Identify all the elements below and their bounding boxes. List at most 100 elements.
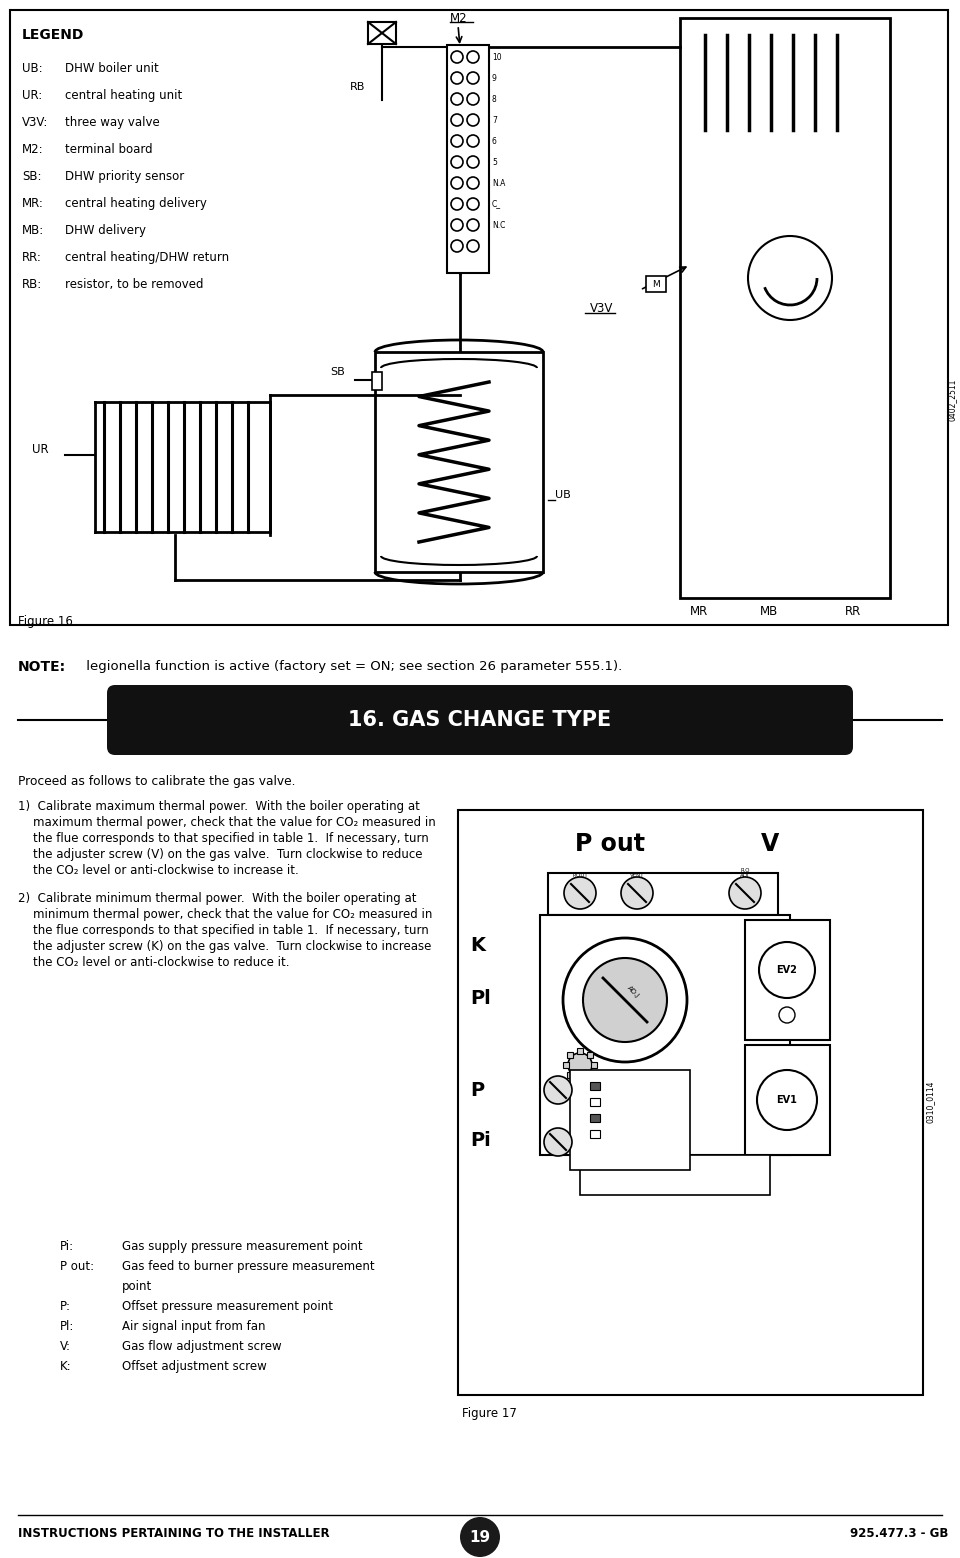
Text: N.C: N.C (492, 221, 505, 229)
Text: MB: MB (760, 605, 779, 619)
Text: Pl:: Pl: (60, 1320, 74, 1334)
Bar (587, 1052, 593, 1058)
Text: point: point (122, 1281, 153, 1293)
Text: 2)  Calibrate minimum thermal power.  With the boiler operating at: 2) Calibrate minimum thermal power. With… (18, 893, 417, 905)
Text: M2:: M2: (22, 143, 43, 156)
Bar (375, 352, 543, 572)
Text: RR: RR (845, 605, 861, 619)
Text: P.OUT: P.OUT (572, 872, 588, 879)
Text: Pi: Pi (470, 1131, 491, 1150)
Text: Gas supply pressure measurement point: Gas supply pressure measurement point (122, 1240, 363, 1253)
Text: 9: 9 (492, 73, 497, 83)
Text: DHW priority sensor: DHW priority sensor (65, 170, 184, 182)
Text: 1)  Calibrate maximum thermal power.  With the boiler operating at: 1) Calibrate maximum thermal power. With… (18, 799, 420, 813)
Text: 19: 19 (469, 1530, 491, 1544)
Circle shape (451, 198, 463, 210)
Bar (577, 1077, 583, 1081)
Text: 10: 10 (492, 53, 502, 61)
Text: 0402_2511: 0402_2511 (948, 379, 956, 421)
Text: 8: 8 (492, 95, 496, 103)
Text: K:: K: (60, 1360, 72, 1373)
FancyBboxPatch shape (107, 686, 853, 756)
Circle shape (779, 1006, 795, 1024)
Text: the flue corresponds to that specified in table 1.  If necessary, turn: the flue corresponds to that specified i… (18, 924, 429, 936)
Circle shape (467, 220, 479, 231)
Bar (570, 1070, 690, 1170)
Text: the adjuster screw (K) on the gas valve.  Turn clockwise to increase: the adjuster screw (K) on the gas valve.… (18, 939, 431, 953)
Text: MR: MR (690, 605, 708, 619)
Circle shape (748, 235, 832, 319)
Text: M: M (652, 279, 660, 288)
Text: Pi:: Pi: (60, 1240, 74, 1253)
Bar (577, 1049, 583, 1055)
Text: Gas feed to burner pressure measurement: Gas feed to burner pressure measurement (122, 1260, 374, 1273)
Circle shape (467, 156, 479, 168)
Circle shape (757, 1070, 817, 1130)
Text: P: P (470, 1081, 484, 1100)
Bar (567, 1072, 573, 1078)
Text: the CO₂ level or anti-clockwise to increase it.: the CO₂ level or anti-clockwise to incre… (18, 865, 299, 877)
Text: legionella function is active (factory set = ON; see section 26 parameter 555.1): legionella function is active (factory s… (82, 661, 622, 673)
Text: the flue corresponds to that specified in table 1.  If necessary, turn: the flue corresponds to that specified i… (18, 832, 429, 844)
Circle shape (568, 1053, 592, 1077)
Circle shape (451, 114, 463, 126)
Bar (458, 810, 923, 1394)
Bar (447, 45, 489, 273)
Text: RB: RB (350, 83, 366, 92)
Bar (540, 915, 790, 1154)
Text: M2: M2 (450, 12, 468, 25)
Bar (590, 1098, 600, 1106)
Text: C_: C_ (492, 199, 501, 209)
Circle shape (467, 178, 479, 189)
Circle shape (467, 114, 479, 126)
Bar (680, 19, 890, 598)
Text: UB: UB (555, 491, 571, 500)
Text: minimum thermal power, check that the value for CO₂ measured in: minimum thermal power, check that the va… (18, 908, 432, 921)
Text: DHW boiler unit: DHW boiler unit (65, 62, 158, 75)
Text: V3V: V3V (590, 302, 613, 315)
Bar (368, 22, 396, 44)
Text: Proceed as follows to calibrate the gas valve.: Proceed as follows to calibrate the gas … (18, 774, 296, 788)
Circle shape (583, 958, 667, 1042)
Bar (591, 1063, 597, 1067)
Circle shape (451, 136, 463, 146)
Text: 6: 6 (492, 137, 497, 145)
Text: P out: P out (575, 832, 645, 855)
Text: 925.477.3 - GB: 925.477.3 - GB (850, 1527, 948, 1539)
Bar (567, 1052, 573, 1058)
Circle shape (467, 198, 479, 210)
Circle shape (451, 240, 463, 252)
Circle shape (544, 1128, 572, 1156)
Circle shape (563, 938, 687, 1063)
Text: V: V (761, 832, 780, 855)
Circle shape (451, 51, 463, 62)
Text: Figure 16: Figure 16 (18, 615, 73, 628)
Text: maximum thermal power, check that the value for CO₂ measured in: maximum thermal power, check that the va… (18, 816, 436, 829)
Circle shape (467, 93, 479, 104)
Bar (745, 921, 830, 1041)
Circle shape (467, 240, 479, 252)
Bar (563, 1063, 569, 1067)
Text: the CO₂ level or anti-clockwise to reduce it.: the CO₂ level or anti-clockwise to reduc… (18, 957, 290, 969)
Text: 5: 5 (492, 157, 497, 167)
Circle shape (451, 156, 463, 168)
Text: resistor, to be removed: resistor, to be removed (65, 277, 204, 291)
Text: Gas flow adjustment screw: Gas flow adjustment screw (122, 1340, 281, 1352)
Bar (548, 872, 778, 915)
Text: RR:: RR: (22, 251, 42, 263)
Circle shape (460, 1517, 500, 1556)
Circle shape (467, 136, 479, 146)
Circle shape (467, 51, 479, 62)
Bar (587, 1072, 593, 1078)
Text: Figure 17: Figure 17 (462, 1407, 516, 1419)
Text: three way valve: three way valve (65, 115, 159, 129)
Text: P out:: P out: (60, 1260, 94, 1273)
Text: NOTE:: NOTE: (18, 661, 66, 675)
Text: UR:: UR: (22, 89, 42, 101)
Text: K: K (470, 935, 485, 955)
Text: LEGEND: LEGEND (22, 28, 84, 42)
Circle shape (621, 877, 653, 908)
Text: V3V:: V3V: (22, 115, 48, 129)
Circle shape (544, 1077, 572, 1105)
Text: DHW delivery: DHW delivery (65, 224, 146, 237)
